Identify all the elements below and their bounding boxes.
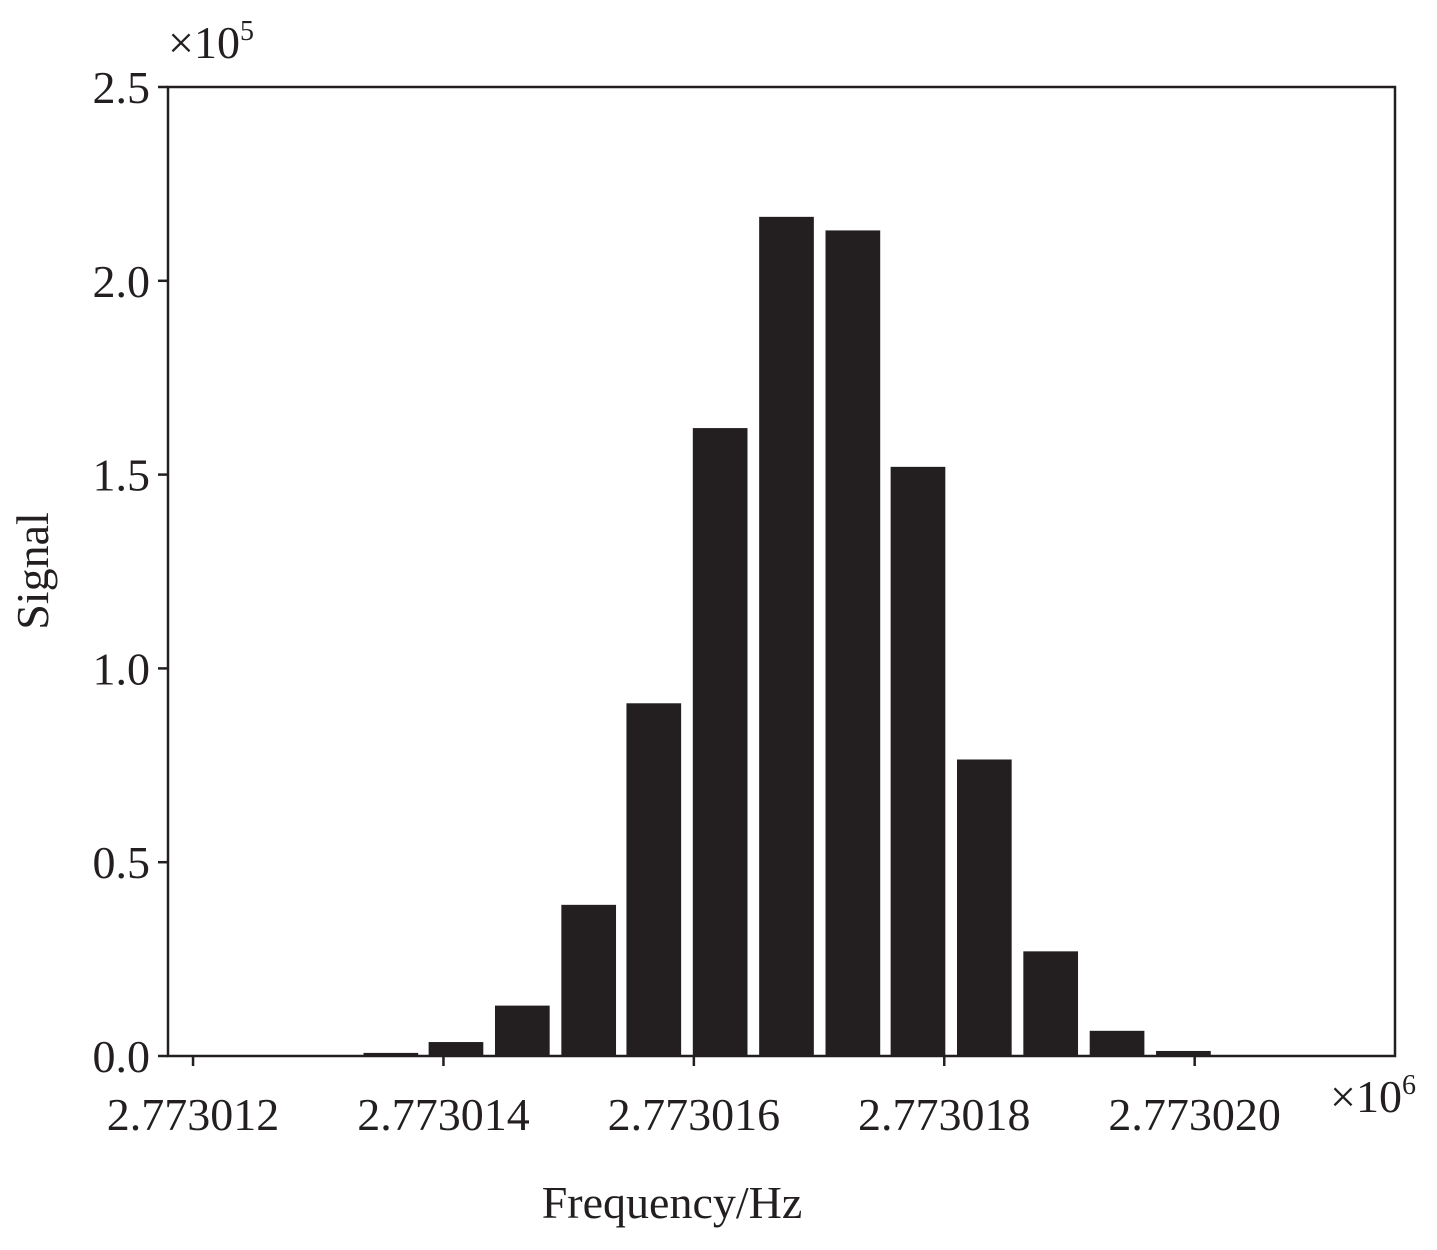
y-tick-label: 0.0 bbox=[93, 1031, 151, 1082]
y-axis-label: Signal bbox=[7, 512, 58, 630]
y-offset-text: ×105 bbox=[168, 16, 254, 68]
bar bbox=[825, 230, 881, 1057]
y-offset-base: ×10 bbox=[168, 17, 240, 68]
bar bbox=[494, 1005, 550, 1056]
bar bbox=[956, 759, 1012, 1056]
bar bbox=[626, 703, 682, 1056]
x-tick-label: 2.773012 bbox=[107, 1089, 280, 1140]
y-tick-label: 0.5 bbox=[93, 837, 151, 888]
bar bbox=[428, 1042, 484, 1056]
x-offset-base: ×10 bbox=[1330, 1071, 1402, 1122]
y-tick-label: 2.0 bbox=[93, 256, 151, 307]
x-axis-label: Frequency/Hz bbox=[542, 1177, 803, 1228]
bar bbox=[1089, 1030, 1145, 1056]
y-tick-label: 2.5 bbox=[93, 62, 151, 113]
bar bbox=[890, 466, 946, 1056]
x-offset-exponent: 6 bbox=[1402, 1070, 1416, 1101]
bar bbox=[363, 1052, 419, 1056]
y-offset-exponent: 5 bbox=[240, 16, 254, 47]
bar bbox=[759, 216, 814, 1056]
x-tick-label: 2.773020 bbox=[1108, 1089, 1281, 1140]
x-tick-label: 2.773014 bbox=[357, 1089, 530, 1140]
x-offset-text: ×106 bbox=[1330, 1070, 1416, 1122]
y-tick-label: 1.0 bbox=[93, 643, 151, 694]
x-tick-label: 2.773016 bbox=[608, 1089, 781, 1140]
bar bbox=[1156, 1050, 1211, 1056]
bar bbox=[692, 428, 748, 1056]
x-tick-label: 2.773018 bbox=[858, 1089, 1031, 1140]
y-tick-label: 1.5 bbox=[93, 450, 151, 501]
bar bbox=[561, 904, 617, 1056]
bar bbox=[1023, 951, 1079, 1056]
